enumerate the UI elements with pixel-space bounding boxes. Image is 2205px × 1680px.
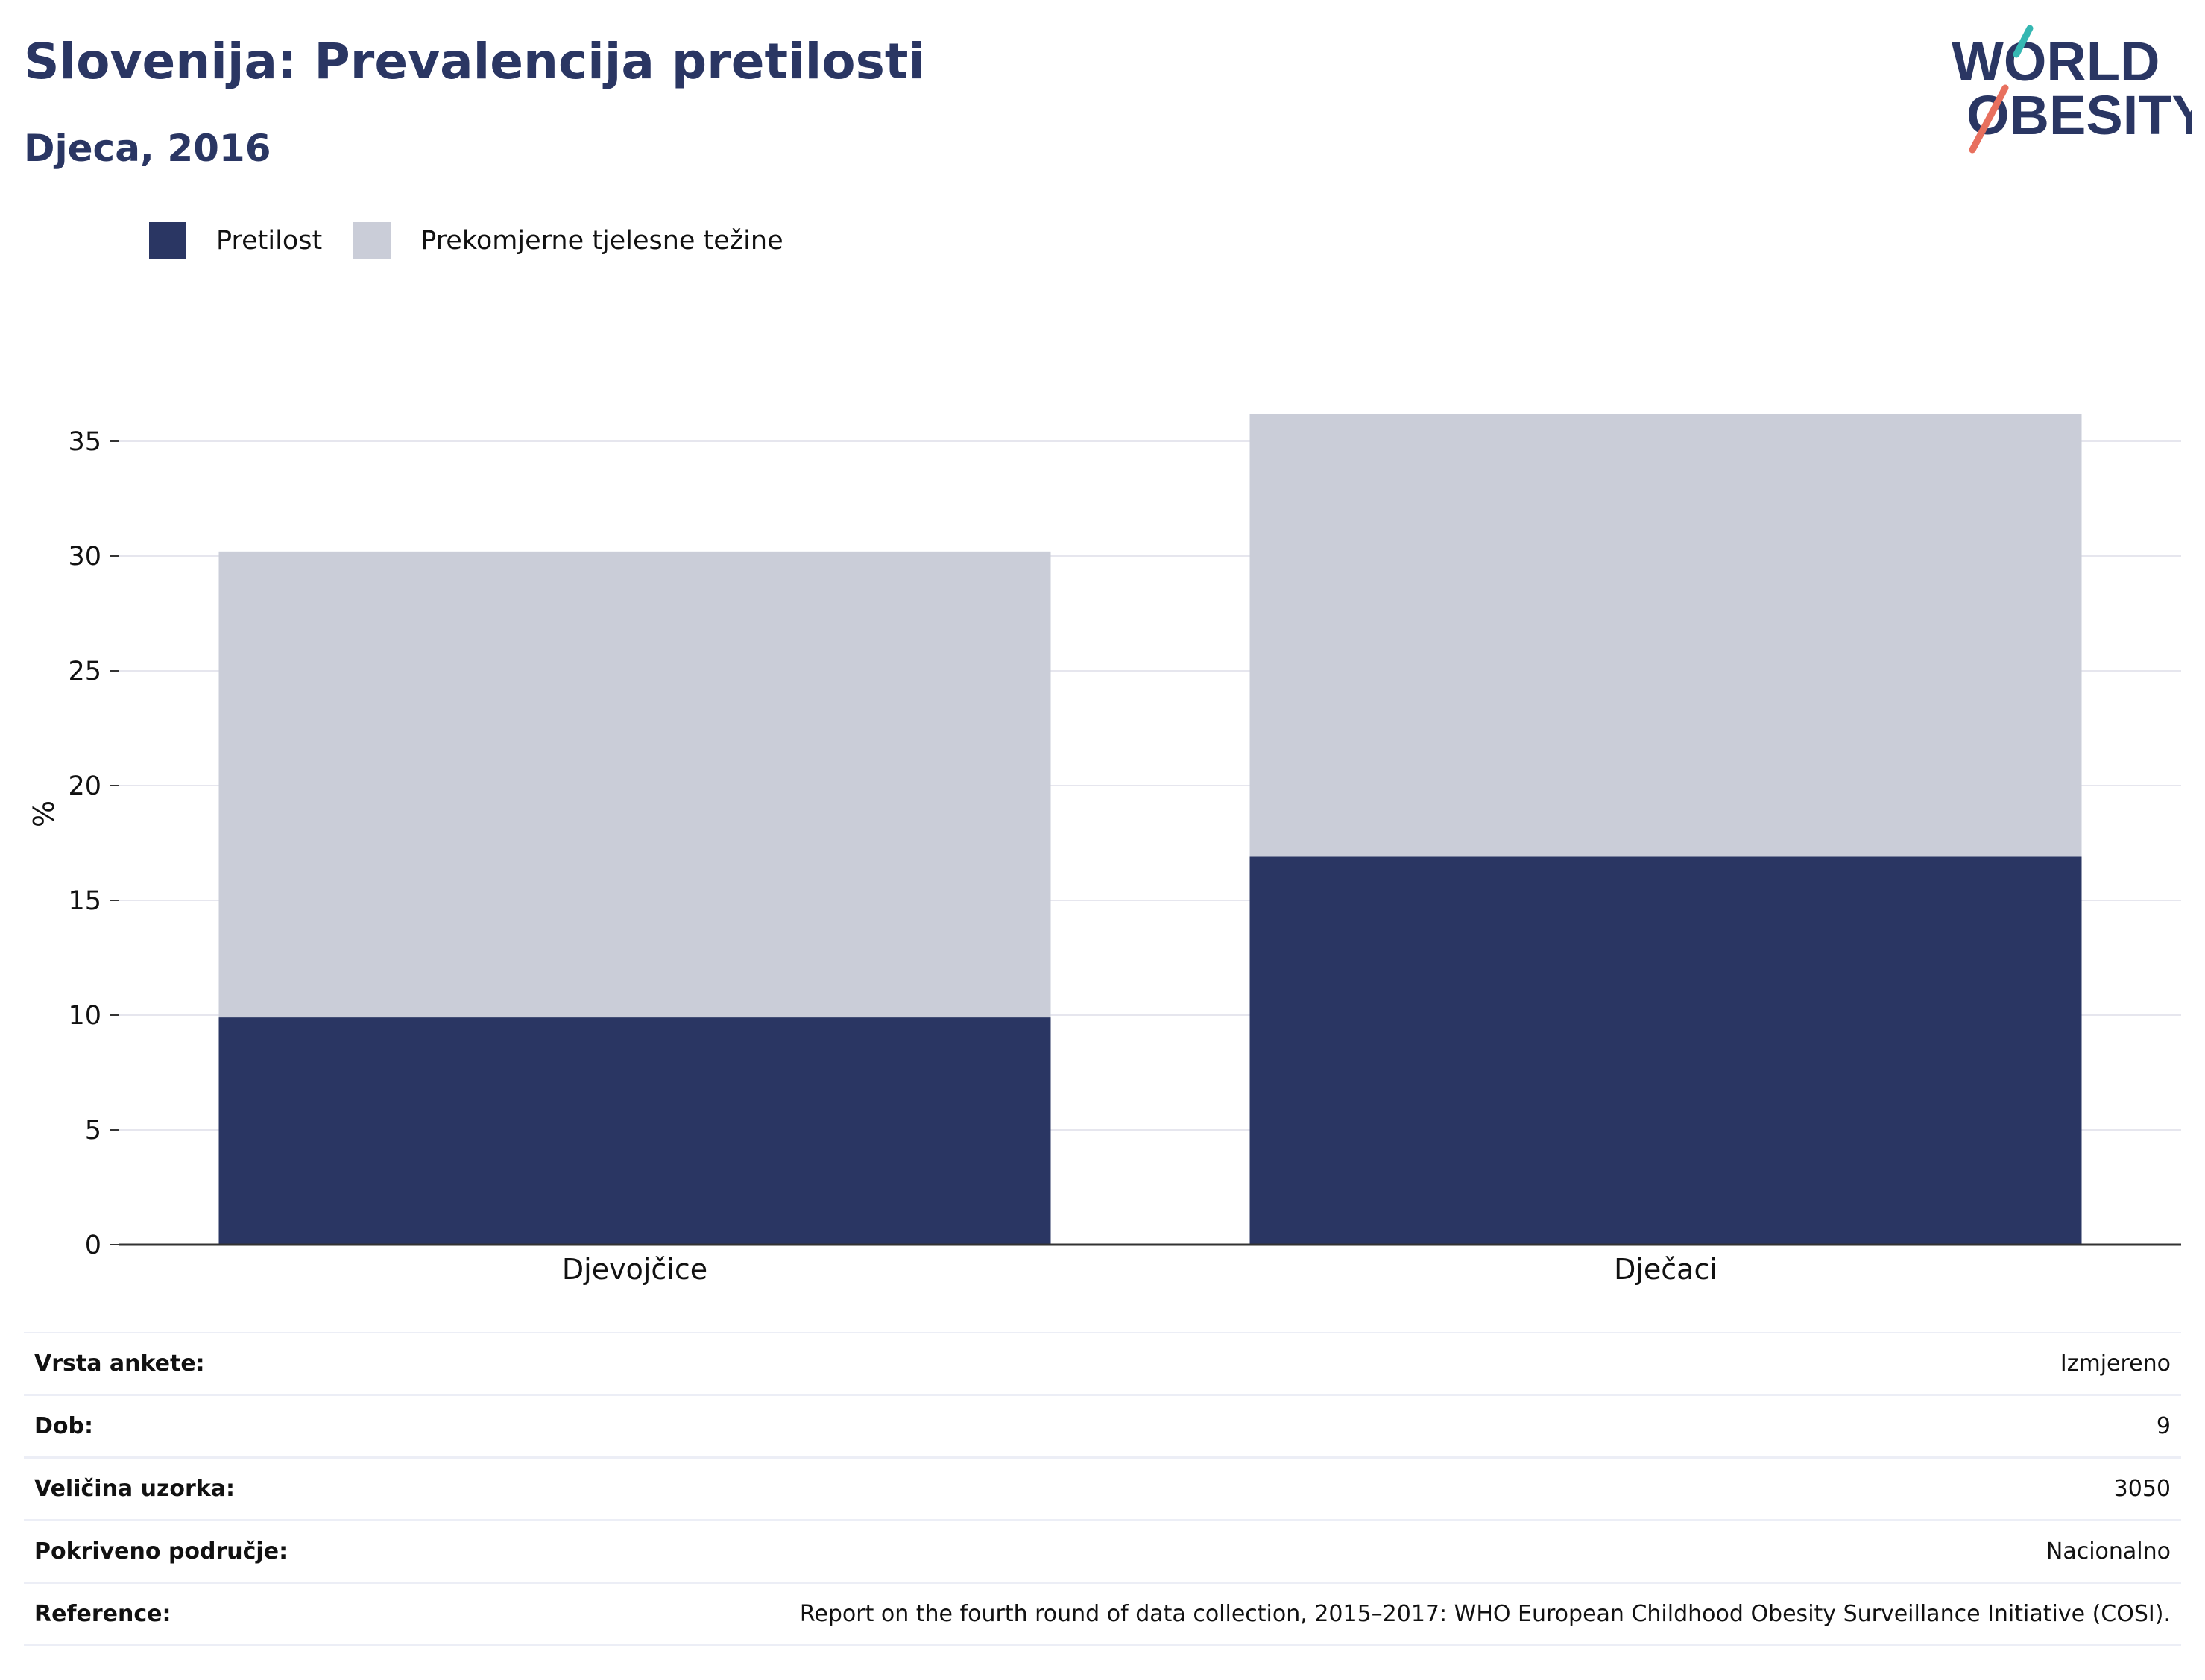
logo-text-world: WORLD (1952, 31, 2160, 92)
info-table: Vrsta ankete: Izmjereno Dob: 9 Veličina uzor… (24, 1332, 2181, 1646)
legend-swatch-obesity (149, 222, 186, 259)
info-value: Izmjereno (2060, 1351, 2171, 1377)
bar-overweight-1 (218, 551, 1051, 1018)
y-tick-label: 35 (68, 427, 101, 457)
x-tick-label: Dječaci (1614, 1253, 1717, 1286)
y-tick-label: 30 (68, 542, 101, 572)
y-tick-label: 5 (85, 1116, 101, 1146)
y-tick-label: 15 (68, 886, 101, 916)
info-label: Dob: (34, 1413, 93, 1439)
y-tick-label: 20 (68, 771, 101, 801)
x-tick-label: Djevojčice (562, 1253, 707, 1286)
info-row: Reference: Report on the fourth round of … (24, 1584, 2181, 1646)
chart-title: Slovenija: Prevalencija pretilosti (24, 33, 926, 90)
legend-label-overweight: Prekomjerne tjelesne težine (420, 226, 783, 256)
chart-subtitle: Djeca, 2016 (24, 127, 271, 170)
info-label: Pokriveno područje: (34, 1538, 288, 1564)
info-value: 3050 (2113, 1476, 2171, 1502)
info-value: Nacionalno (2045, 1538, 2171, 1564)
world-obesity-logo: WORLD OBESITY (1952, 25, 2192, 154)
legend: Pretilost Prekomjerne tjelesne težine (149, 221, 815, 261)
info-label: Veličina uzorka: (34, 1476, 236, 1502)
info-value: Report on the fourth round of data colle… (799, 1601, 2171, 1627)
bar-overweight-2 (1249, 414, 2082, 857)
bar-obesity-1 (218, 1017, 1051, 1245)
bar-obesity-2 (1249, 856, 2082, 1245)
legend-label-obesity: Pretilost (216, 226, 323, 256)
info-row: Pokriveno područje: Nacionalno (24, 1521, 2181, 1584)
info-row: Vrsta ankete: Izmjereno (24, 1333, 2181, 1396)
y-tick-label: 10 (68, 1001, 101, 1031)
legend-item-obesity[interactable]: Pretilost (149, 222, 322, 259)
y-tick-label: 25 (68, 657, 101, 686)
y-axis-label: % (28, 800, 60, 827)
info-row: Veličina uzorka: 3050 (24, 1459, 2181, 1521)
info-row: Dob: 9 (24, 1396, 2181, 1459)
y-tick-label: 0 (85, 1231, 101, 1260)
legend-item-overweight[interactable]: Prekomjerne tjelesne težine (353, 222, 783, 259)
info-label: Vrsta ankete: (34, 1351, 205, 1377)
bar-chart: 0 5 10 15 20 25 30 35% Djevojčice Dječaci (28, 414, 2181, 1286)
logo-teal-stroke (2013, 25, 2034, 58)
logo-coral-stroke (1969, 84, 2009, 154)
legend-swatch-overweight (353, 222, 391, 259)
info-value: 9 (2156, 1413, 2171, 1439)
info-label: Reference: (34, 1601, 171, 1627)
